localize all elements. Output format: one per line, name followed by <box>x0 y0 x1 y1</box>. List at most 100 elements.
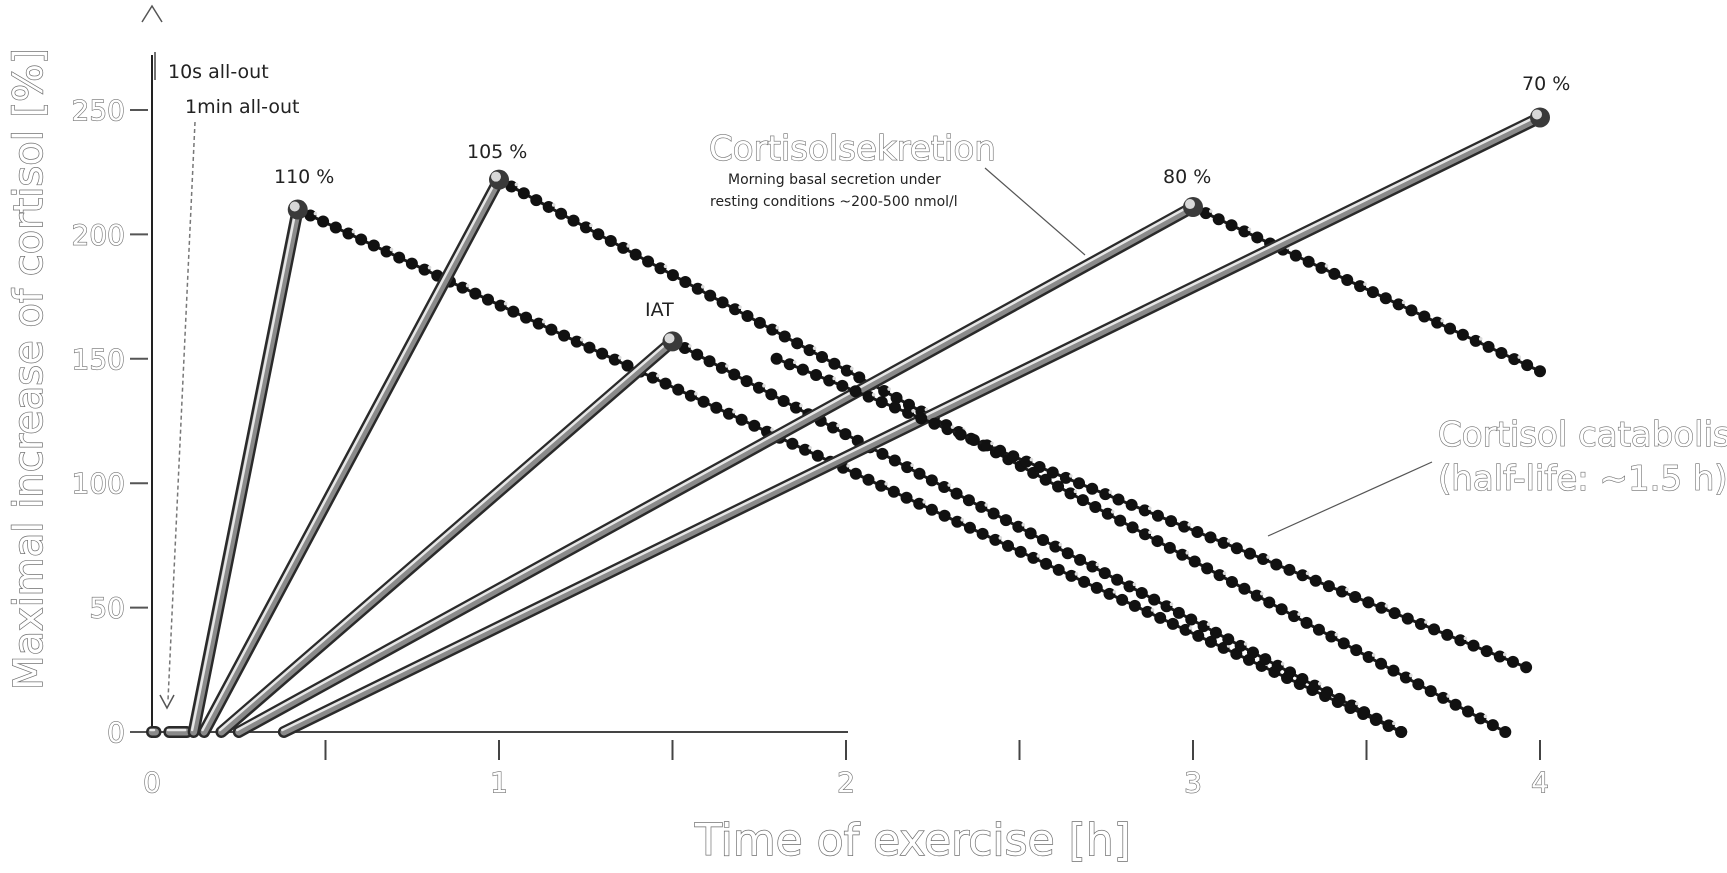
decay-bead-105 <box>1412 678 1425 691</box>
decay-bead-110 <box>1090 581 1103 594</box>
decay-highlight-110 <box>884 481 888 486</box>
decay-bead-110 <box>558 329 571 342</box>
decay-bead-extra <box>1020 455 1033 468</box>
decay-highlight-105 <box>775 325 780 330</box>
decay-bead-105 <box>679 275 692 288</box>
decay-bead-iat <box>1234 639 1247 652</box>
decay-bead-105 <box>1225 575 1238 588</box>
decay-bead-105 <box>890 391 903 404</box>
decay-highlight-iat <box>688 344 692 348</box>
decay-highlight-105 <box>1260 591 1264 596</box>
decay-bead-105 <box>778 330 791 343</box>
decay-bead-extra <box>1520 661 1533 674</box>
x-axis-ticks: 0 1 2 3 4 <box>142 740 1550 800</box>
decay-bead-110 <box>989 533 1002 546</box>
decay-bead-80 <box>1212 213 1225 226</box>
decay-bead-80 <box>1418 310 1431 323</box>
decay-bead-105 <box>542 200 555 213</box>
y-tick-label: 200 <box>72 218 125 251</box>
decay-bead-105 <box>1213 569 1226 582</box>
decay-bead-110 <box>672 383 685 396</box>
y-axis-ticks: 0 50 100 150 200 250 <box>71 93 148 750</box>
decay-bead-105 <box>853 371 866 384</box>
decay-highlight-extra <box>832 376 836 381</box>
decay-bead-iat <box>1308 679 1321 692</box>
decay-highlight-105 <box>1409 673 1413 678</box>
decay-bead-extra <box>1178 520 1191 533</box>
decay-bead-extra <box>1493 650 1506 663</box>
secretion-note-line1: Morning basal secretion under <box>728 172 941 188</box>
decay-bead-105 <box>642 255 655 268</box>
decay-bead-105 <box>1201 562 1214 575</box>
decay-bead-105 <box>1250 589 1263 602</box>
decay-bead-105 <box>1350 644 1363 657</box>
decay-bead-extra <box>1441 628 1454 641</box>
decay-bead-110 <box>1128 599 1141 612</box>
decay-bead-105 <box>1126 521 1139 534</box>
decay-bead-110 <box>862 473 875 486</box>
decay-highlight-110 <box>808 445 812 450</box>
decay-bead-extra <box>1283 563 1296 576</box>
decay-bead-110 <box>481 293 494 306</box>
decay-line-extra <box>776 357 1527 669</box>
catabolism-note-line1: Cortisol catabolism <box>1438 415 1727 455</box>
peak-highlight-105 <box>491 171 501 182</box>
decay-bead-105 <box>840 364 853 377</box>
decay-bead-80 <box>1289 249 1302 262</box>
decay-bead-105 <box>791 337 804 350</box>
decay-line-80 <box>1192 205 1541 373</box>
decay-bead-extra <box>1388 607 1401 620</box>
decay-bead-80 <box>1392 298 1405 311</box>
decay-bead-extra <box>1059 471 1072 484</box>
decay-highlight-extra <box>990 441 994 446</box>
decay-highlight-105 <box>551 203 556 207</box>
marker-1min-arrowhead <box>159 694 175 710</box>
decay-bead-iat <box>1185 613 1198 626</box>
decay-highlight-iat <box>725 364 729 368</box>
decay-bead-80 <box>1379 292 1392 305</box>
decay-bead-extra <box>783 358 796 371</box>
decay-bead-105 <box>1387 664 1400 677</box>
decay-bead-extra <box>1204 531 1217 544</box>
decay-bead-105 <box>1399 671 1412 684</box>
decay-bead-105 <box>555 207 568 220</box>
decay-bead-80 <box>1366 286 1379 299</box>
decay-bead-iat <box>728 368 741 381</box>
decay-bead-iat <box>1086 560 1099 573</box>
decay-bead-extra <box>1309 574 1322 587</box>
decay-bead-110 <box>887 485 900 498</box>
decay-bead-110 <box>570 335 583 348</box>
decay-highlight-iat <box>1354 701 1359 706</box>
decay-bead-110 <box>608 353 621 366</box>
decay-bead-110 <box>799 443 812 456</box>
decay-bead-80 <box>1456 328 1469 341</box>
decay-bead-110 <box>329 221 342 234</box>
decay-highlight-extra <box>1503 652 1507 657</box>
decay-bead-extra <box>836 379 849 392</box>
y-tick-label: 100 <box>72 467 125 500</box>
decay-bead-iat <box>1197 620 1210 633</box>
decay-bead-105 <box>1163 541 1176 554</box>
decay-bead-105 <box>729 303 742 316</box>
decay-bead-110 <box>596 347 609 360</box>
decay-highlight-extra <box>1384 603 1389 608</box>
decay-bead-80 <box>1482 340 1495 353</box>
decay-highlight-110 <box>465 283 470 288</box>
decay-bead-iat <box>950 487 963 500</box>
decay-bead-iat <box>1024 527 1037 540</box>
decay-highlight-105 <box>626 244 631 248</box>
decay-highlight-105 <box>1334 632 1339 637</box>
decay-bead-110 <box>418 263 431 276</box>
decay-bead-extra <box>1112 493 1125 506</box>
decay-bead-105 <box>1375 657 1388 670</box>
decay-bead-105 <box>1076 494 1089 507</box>
decay-bead-105 <box>1337 637 1350 650</box>
secretion-note-leader <box>984 167 1086 256</box>
decay-bead-105 <box>741 310 754 323</box>
decay-bead-80 <box>1328 267 1341 280</box>
decay-bead-extra <box>1414 618 1427 631</box>
decay-bead-extra <box>810 369 823 382</box>
decay-highlight-110 <box>1150 608 1155 612</box>
decay-bead-105 <box>1238 582 1251 595</box>
decay-bead-extra <box>954 428 967 441</box>
